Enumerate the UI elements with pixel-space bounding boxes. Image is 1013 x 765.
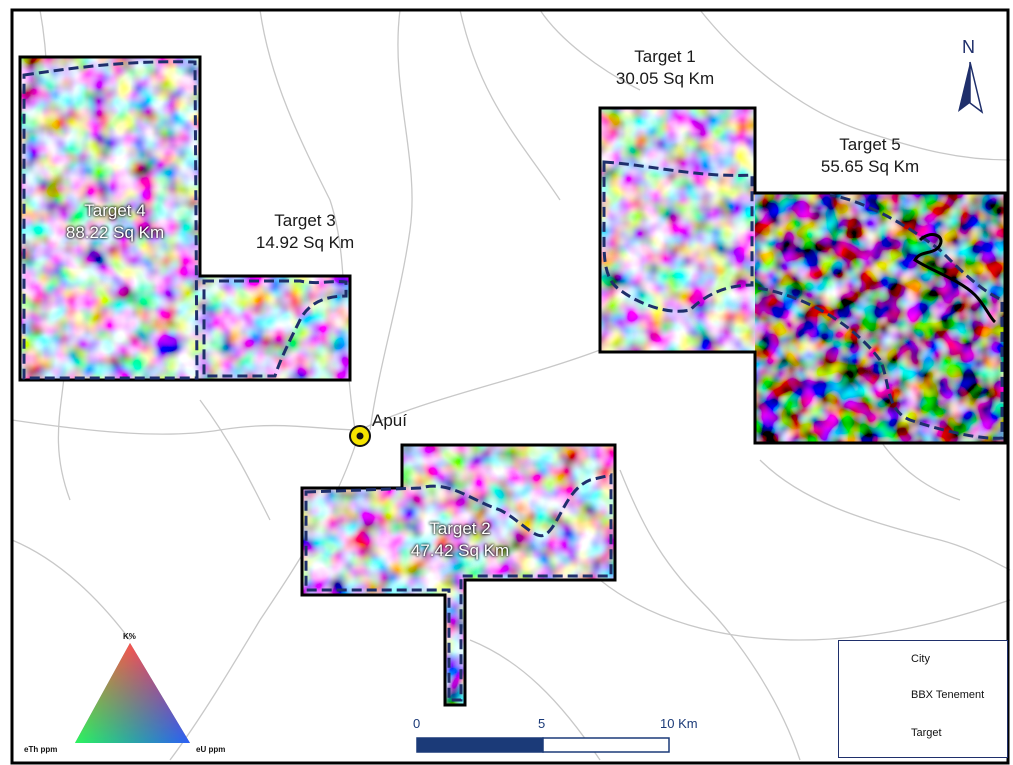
city-label: Apuí bbox=[372, 411, 407, 430]
target-5-label: Target 5 55.65 Sq Km bbox=[820, 135, 920, 176]
target-boundary bbox=[757, 193, 1004, 440]
north-label: N bbox=[962, 37, 975, 57]
tenement-boundary bbox=[913, 233, 997, 324]
scale-tick-0: 0 bbox=[413, 716, 421, 731]
tenement-boundary bbox=[598, 106, 1007, 445]
scale-bar bbox=[416, 737, 670, 753]
target-3-label: Target 3 14.92 Sq Km bbox=[255, 211, 355, 252]
road bbox=[699, 9, 1011, 161]
city-marker bbox=[349, 425, 371, 447]
map-frame bbox=[10, 8, 1010, 765]
target-1-5-area bbox=[598, 106, 1007, 445]
target-boundary bbox=[22, 60, 199, 380]
ternary-legend-icon bbox=[75, 643, 190, 743]
target-boundary bbox=[304, 473, 613, 702]
scale-tick-10: 10 Km bbox=[660, 716, 698, 731]
map-legend: City BBX Tenement Target bbox=[838, 640, 1008, 758]
target-1-label: Target 1 30.05 Sq Km bbox=[615, 47, 715, 88]
target-boundary bbox=[202, 279, 348, 378]
legend-item-city: City bbox=[911, 653, 930, 665]
road bbox=[11, 539, 131, 641]
road bbox=[11, 419, 361, 435]
target-4-label: Target 4 88.22 Sq Km bbox=[65, 201, 165, 242]
ternary-right-label: eU ppm bbox=[196, 745, 226, 754]
road bbox=[759, 459, 1011, 571]
road bbox=[539, 9, 641, 91]
road bbox=[199, 399, 271, 521]
legend-item-target: Target bbox=[911, 727, 942, 739]
tenement-boundary bbox=[18, 55, 352, 382]
ternary-top-label: K% bbox=[123, 632, 136, 641]
north-arrow-icon bbox=[958, 61, 984, 114]
scale-tick-5: 5 bbox=[538, 716, 546, 731]
road bbox=[599, 579, 1011, 641]
road bbox=[369, 9, 413, 431]
target-2-area bbox=[300, 443, 617, 707]
target-2-label: Target 2 47.42 Sq Km bbox=[410, 519, 510, 560]
road bbox=[459, 9, 561, 201]
tenement-boundary bbox=[300, 443, 617, 707]
road bbox=[619, 469, 801, 761]
target-boundary bbox=[602, 160, 754, 313]
ternary-left-label: eTh ppm bbox=[24, 745, 58, 754]
road bbox=[879, 439, 961, 501]
legend-item-tenement: BBX Tenement bbox=[911, 689, 985, 701]
